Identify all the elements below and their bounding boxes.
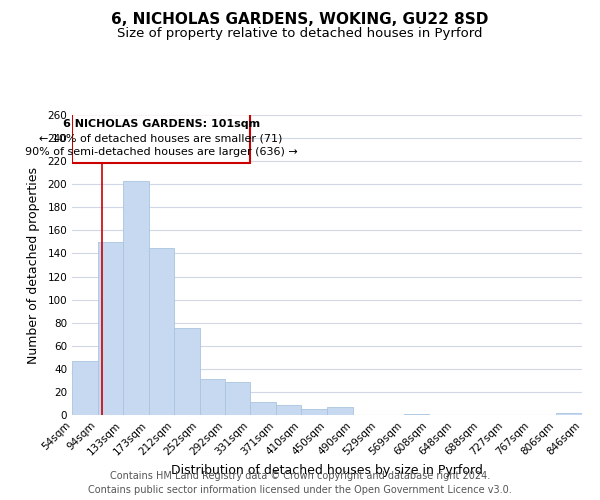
Bar xyxy=(327,407,353,415)
Text: 6, NICHOLAS GARDENS, WOKING, GU22 8SD: 6, NICHOLAS GARDENS, WOKING, GU22 8SD xyxy=(112,12,488,28)
Text: Contains HM Land Registry data © Crown copyright and database right 2024.
Contai: Contains HM Land Registry data © Crown c… xyxy=(88,471,512,495)
Bar xyxy=(276,404,301,415)
Bar xyxy=(200,379,225,415)
Bar xyxy=(250,402,276,415)
Bar xyxy=(98,242,123,415)
Bar xyxy=(72,361,98,415)
Text: Size of property relative to detached houses in Pyrford: Size of property relative to detached ho… xyxy=(117,28,483,40)
Text: 90% of semi-detached houses are larger (636) →: 90% of semi-detached houses are larger (… xyxy=(25,148,298,158)
Bar xyxy=(404,414,429,415)
Y-axis label: Number of detached properties: Number of detached properties xyxy=(28,166,40,364)
Bar xyxy=(174,328,199,415)
Bar xyxy=(301,409,327,415)
Bar xyxy=(225,382,250,415)
Bar xyxy=(123,181,149,415)
Text: 6 NICHOLAS GARDENS: 101sqm: 6 NICHOLAS GARDENS: 101sqm xyxy=(62,119,260,129)
Bar xyxy=(556,412,582,415)
Bar xyxy=(72,114,250,164)
Bar xyxy=(149,248,174,415)
X-axis label: Distribution of detached houses by size in Pyrford: Distribution of detached houses by size … xyxy=(171,464,483,476)
Text: ← 10% of detached houses are smaller (71): ← 10% of detached houses are smaller (71… xyxy=(40,134,283,143)
